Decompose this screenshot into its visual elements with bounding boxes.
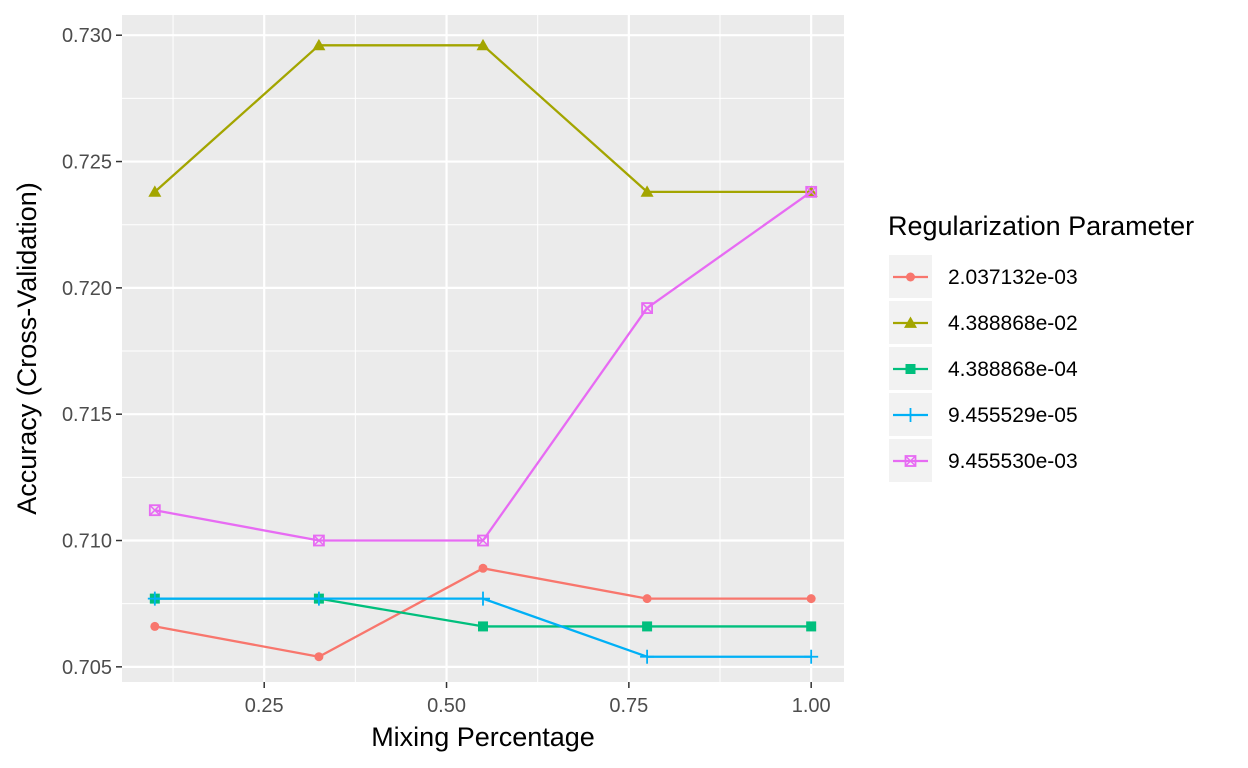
y-axis-title: Accuracy (Cross-Validation) <box>12 182 42 515</box>
x-axis: 0.25 0.50 0.75 1.00 <box>245 682 831 717</box>
legend-label: 2.037132e-03 <box>948 266 1078 289</box>
plot-panel <box>122 15 844 682</box>
data-point <box>476 591 490 606</box>
data-point <box>311 591 326 606</box>
legend-item-4: 9.455529e-05 <box>889 393 1078 436</box>
data-point <box>313 534 325 547</box>
x-tick-label: 0.25 <box>245 695 284 717</box>
legend-item-2: 4.388868e-02 <box>889 301 1078 344</box>
marker-stroke <box>477 534 489 547</box>
legend-label: 4.388868e-02 <box>948 312 1078 335</box>
y-axis: 0.705 0.710 0.715 0.720 0.725 0.730 <box>62 25 122 679</box>
data-point <box>806 621 817 632</box>
marker-stroke <box>149 504 161 516</box>
legend-item-1: 2.037132e-03 <box>889 255 1078 298</box>
marker-stroke <box>805 185 818 198</box>
legend-key-marker <box>906 272 915 282</box>
legend-item-5: 9.455530e-03 <box>889 439 1078 482</box>
series-1 <box>150 563 816 662</box>
data-point <box>642 621 653 632</box>
data-point <box>150 621 160 631</box>
data-point <box>640 649 655 664</box>
y-tick-label: 0.710 <box>62 531 112 553</box>
data-point <box>641 302 653 314</box>
data-point <box>804 649 819 664</box>
x-tick-label: 0.50 <box>427 695 466 717</box>
series-5 <box>148 185 818 547</box>
series-layer <box>147 38 819 664</box>
marker-stroke <box>148 504 161 517</box>
y-tick-label: 0.705 <box>62 657 112 679</box>
legend-label: 9.455529e-05 <box>948 404 1078 427</box>
legend-items: 2.037132e-03 4.388868e-02 4.388868e-04 9.45… <box>889 255 1078 482</box>
legend-key-marker <box>905 364 916 374</box>
marker-stroke <box>805 186 817 198</box>
marker-stroke <box>904 455 917 467</box>
data-point <box>477 534 489 547</box>
y-tick-label: 0.720 <box>62 278 112 300</box>
legend-title: Regularization Parameter <box>888 211 1194 241</box>
data-point <box>312 38 326 51</box>
legend: Regularization Parameter 2.037132e-03 4.3… <box>888 211 1194 482</box>
data-point <box>478 621 488 632</box>
data-point <box>478 563 488 573</box>
data-point <box>806 594 816 604</box>
data-point <box>147 591 162 606</box>
data-point <box>640 185 654 197</box>
legend-key-marker <box>904 455 917 467</box>
data-point <box>805 185 818 198</box>
y-tick-label: 0.730 <box>62 25 112 47</box>
legend-key-marker <box>903 408 918 422</box>
x-tick-label: 1.00 <box>792 695 831 717</box>
data-point <box>476 38 490 51</box>
marker-stroke <box>313 534 325 547</box>
data-point <box>148 504 161 517</box>
legend-label: 9.455530e-03 <box>948 450 1078 473</box>
x-tick-label: 0.75 <box>609 695 648 717</box>
y-tick-label: 0.715 <box>62 404 112 426</box>
legend-label: 4.388868e-04 <box>948 358 1078 381</box>
legend-key-marker <box>904 316 917 328</box>
series-4 <box>147 591 819 664</box>
major-gridlines <box>122 15 844 682</box>
x-axis-title: Mixing Percentage <box>371 722 595 752</box>
marker-stroke <box>641 302 653 314</box>
legend-item-3: 4.388868e-04 <box>889 347 1078 390</box>
data-point <box>148 185 162 197</box>
marker-stroke <box>641 302 653 314</box>
data-point <box>314 652 324 662</box>
marker-stroke <box>477 534 489 547</box>
data-point <box>642 594 652 604</box>
marker-stroke <box>313 534 325 547</box>
y-tick-label: 0.725 <box>62 152 112 174</box>
marker-stroke <box>904 455 917 467</box>
